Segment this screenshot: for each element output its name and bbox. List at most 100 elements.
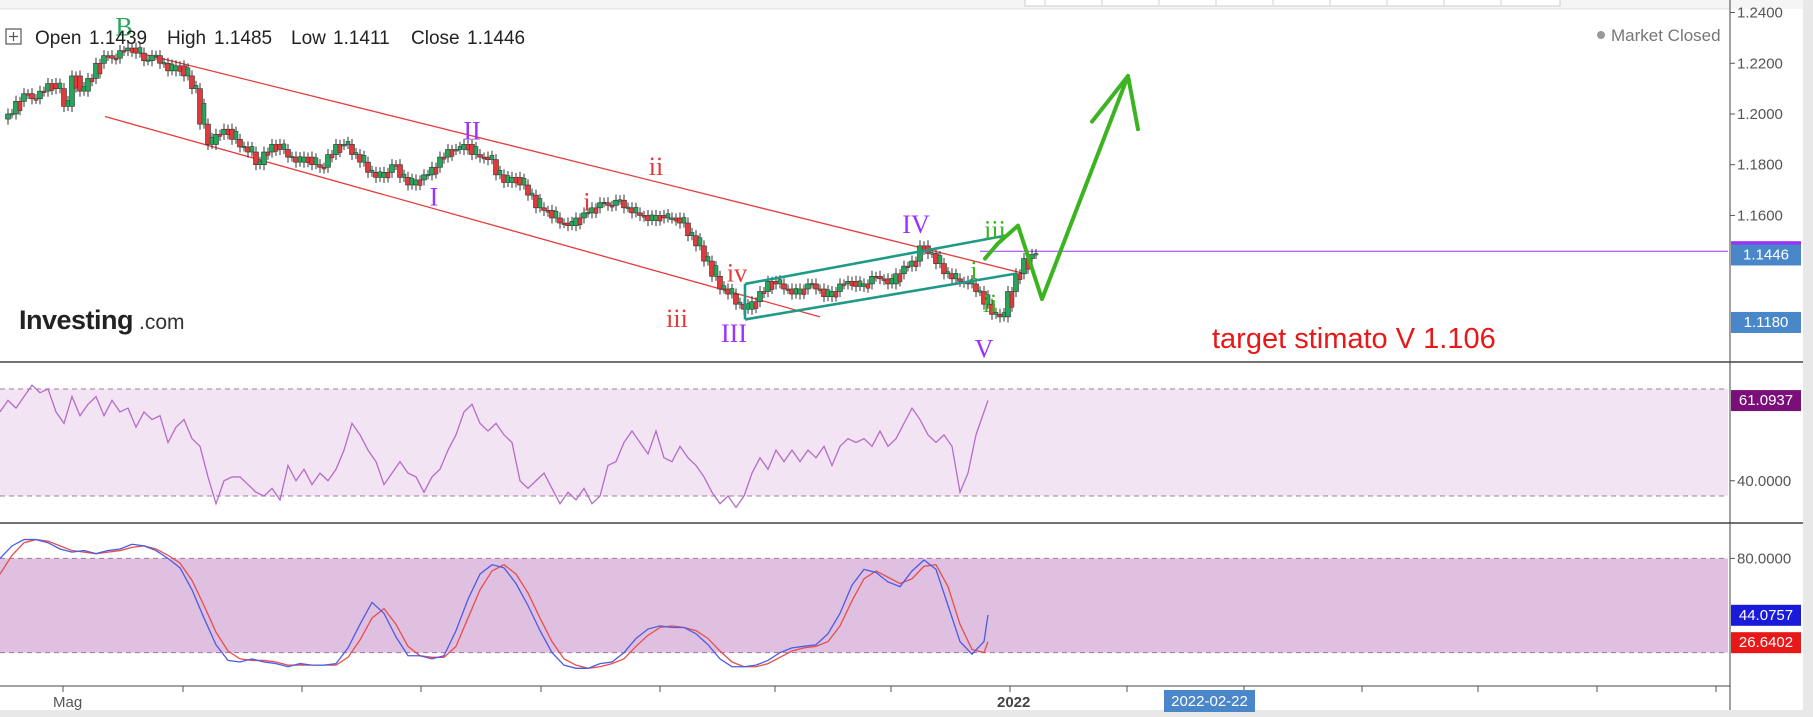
candle	[453, 143, 459, 156]
candle	[841, 279, 847, 290]
stoch-d-tag-label: 26.6402	[1739, 634, 1793, 651]
wave-label: i	[970, 256, 977, 285]
candle-body	[141, 52, 147, 62]
candle	[665, 209, 671, 223]
candle-body	[449, 149, 455, 157]
red-channel-lower	[104, 115, 821, 318]
candle-body	[913, 260, 919, 267]
candle-body	[433, 166, 439, 175]
candle-body	[117, 50, 123, 59]
candle-body	[193, 85, 199, 89]
stoch-k-tag-bg	[1731, 604, 1801, 626]
candle-body	[157, 55, 163, 64]
rsi-value-tag-bg	[1731, 390, 1801, 412]
candle	[957, 273, 963, 287]
candle	[521, 173, 527, 190]
candle	[233, 126, 239, 144]
price-tag-label: 1.1180	[1744, 314, 1789, 331]
candle	[449, 144, 455, 161]
candle	[689, 227, 695, 241]
candle	[597, 197, 603, 214]
stochastic-panel	[0, 538, 1728, 669]
candle-body	[345, 141, 351, 145]
expand-icon[interactable]	[5, 28, 22, 45]
candle-body	[781, 283, 787, 290]
candle	[109, 50, 115, 64]
candle	[897, 269, 903, 287]
candle-body	[609, 205, 615, 208]
candle	[201, 98, 207, 129]
candle-body	[21, 93, 27, 102]
candle	[493, 154, 499, 181]
candle-body	[973, 283, 979, 292]
candle	[941, 258, 947, 280]
high-value: 1.1485	[214, 28, 272, 49]
candle	[621, 194, 627, 214]
candle-body	[737, 301, 743, 305]
candle	[701, 240, 707, 267]
candle-body	[57, 82, 63, 89]
candle	[989, 298, 995, 320]
candle	[17, 96, 23, 116]
right-scrollbar[interactable]	[1803, 0, 1813, 717]
candle	[729, 283, 735, 299]
candle	[337, 139, 343, 158]
candle	[905, 261, 911, 272]
candle	[901, 260, 907, 280]
candle-body	[865, 283, 871, 289]
candle	[441, 152, 447, 164]
candle	[193, 80, 199, 94]
candle-body	[421, 174, 427, 181]
wave-label: i	[583, 187, 590, 216]
candle	[781, 278, 787, 295]
candle-body	[5, 113, 11, 120]
candle-body	[337, 144, 343, 153]
open-value: 1.1439	[89, 28, 147, 49]
candle-body	[489, 155, 495, 160]
candle	[69, 70, 75, 112]
candle-body	[97, 63, 103, 75]
candle-body	[937, 255, 943, 264]
candle-body	[593, 207, 599, 214]
bottom-scrollbar[interactable]	[0, 710, 1813, 717]
candle-body	[837, 283, 843, 292]
candle-body	[385, 172, 391, 179]
candle	[737, 297, 743, 309]
stoch-k-line	[0, 538, 989, 669]
time-cursor-tag: 2022-02-22	[1164, 690, 1255, 712]
candle-body	[701, 245, 707, 262]
candle-body	[901, 265, 907, 275]
candle	[813, 278, 819, 295]
candle	[937, 250, 943, 269]
candle	[917, 240, 923, 267]
candle	[253, 146, 259, 171]
candle	[557, 212, 563, 229]
price-tag-bg	[1731, 311, 1801, 333]
candle-body	[121, 50, 127, 53]
price-tag: 1.1446	[1731, 244, 1801, 266]
candle	[121, 46, 127, 56]
time-cursor-label: 2022-02-22	[1171, 693, 1248, 710]
candle-body	[953, 273, 959, 280]
candle-body	[109, 55, 115, 59]
candle-body	[401, 173, 407, 178]
candle	[361, 150, 367, 167]
candle	[29, 88, 35, 105]
candle	[633, 202, 639, 218]
candle	[577, 213, 583, 230]
candle	[61, 83, 67, 112]
candle-body	[681, 217, 687, 224]
candle-body	[101, 55, 107, 64]
candle	[33, 94, 39, 104]
candle-body	[577, 217, 583, 226]
time-label-mag: Mag	[53, 694, 82, 711]
candle	[753, 297, 759, 314]
candle-body	[265, 151, 271, 156]
candle	[329, 150, 335, 163]
candle	[953, 268, 959, 284]
teal-channel-lower	[744, 272, 1016, 321]
candle-body	[805, 283, 811, 290]
candle-body	[369, 170, 375, 173]
stoch-d-line	[0, 538, 989, 669]
